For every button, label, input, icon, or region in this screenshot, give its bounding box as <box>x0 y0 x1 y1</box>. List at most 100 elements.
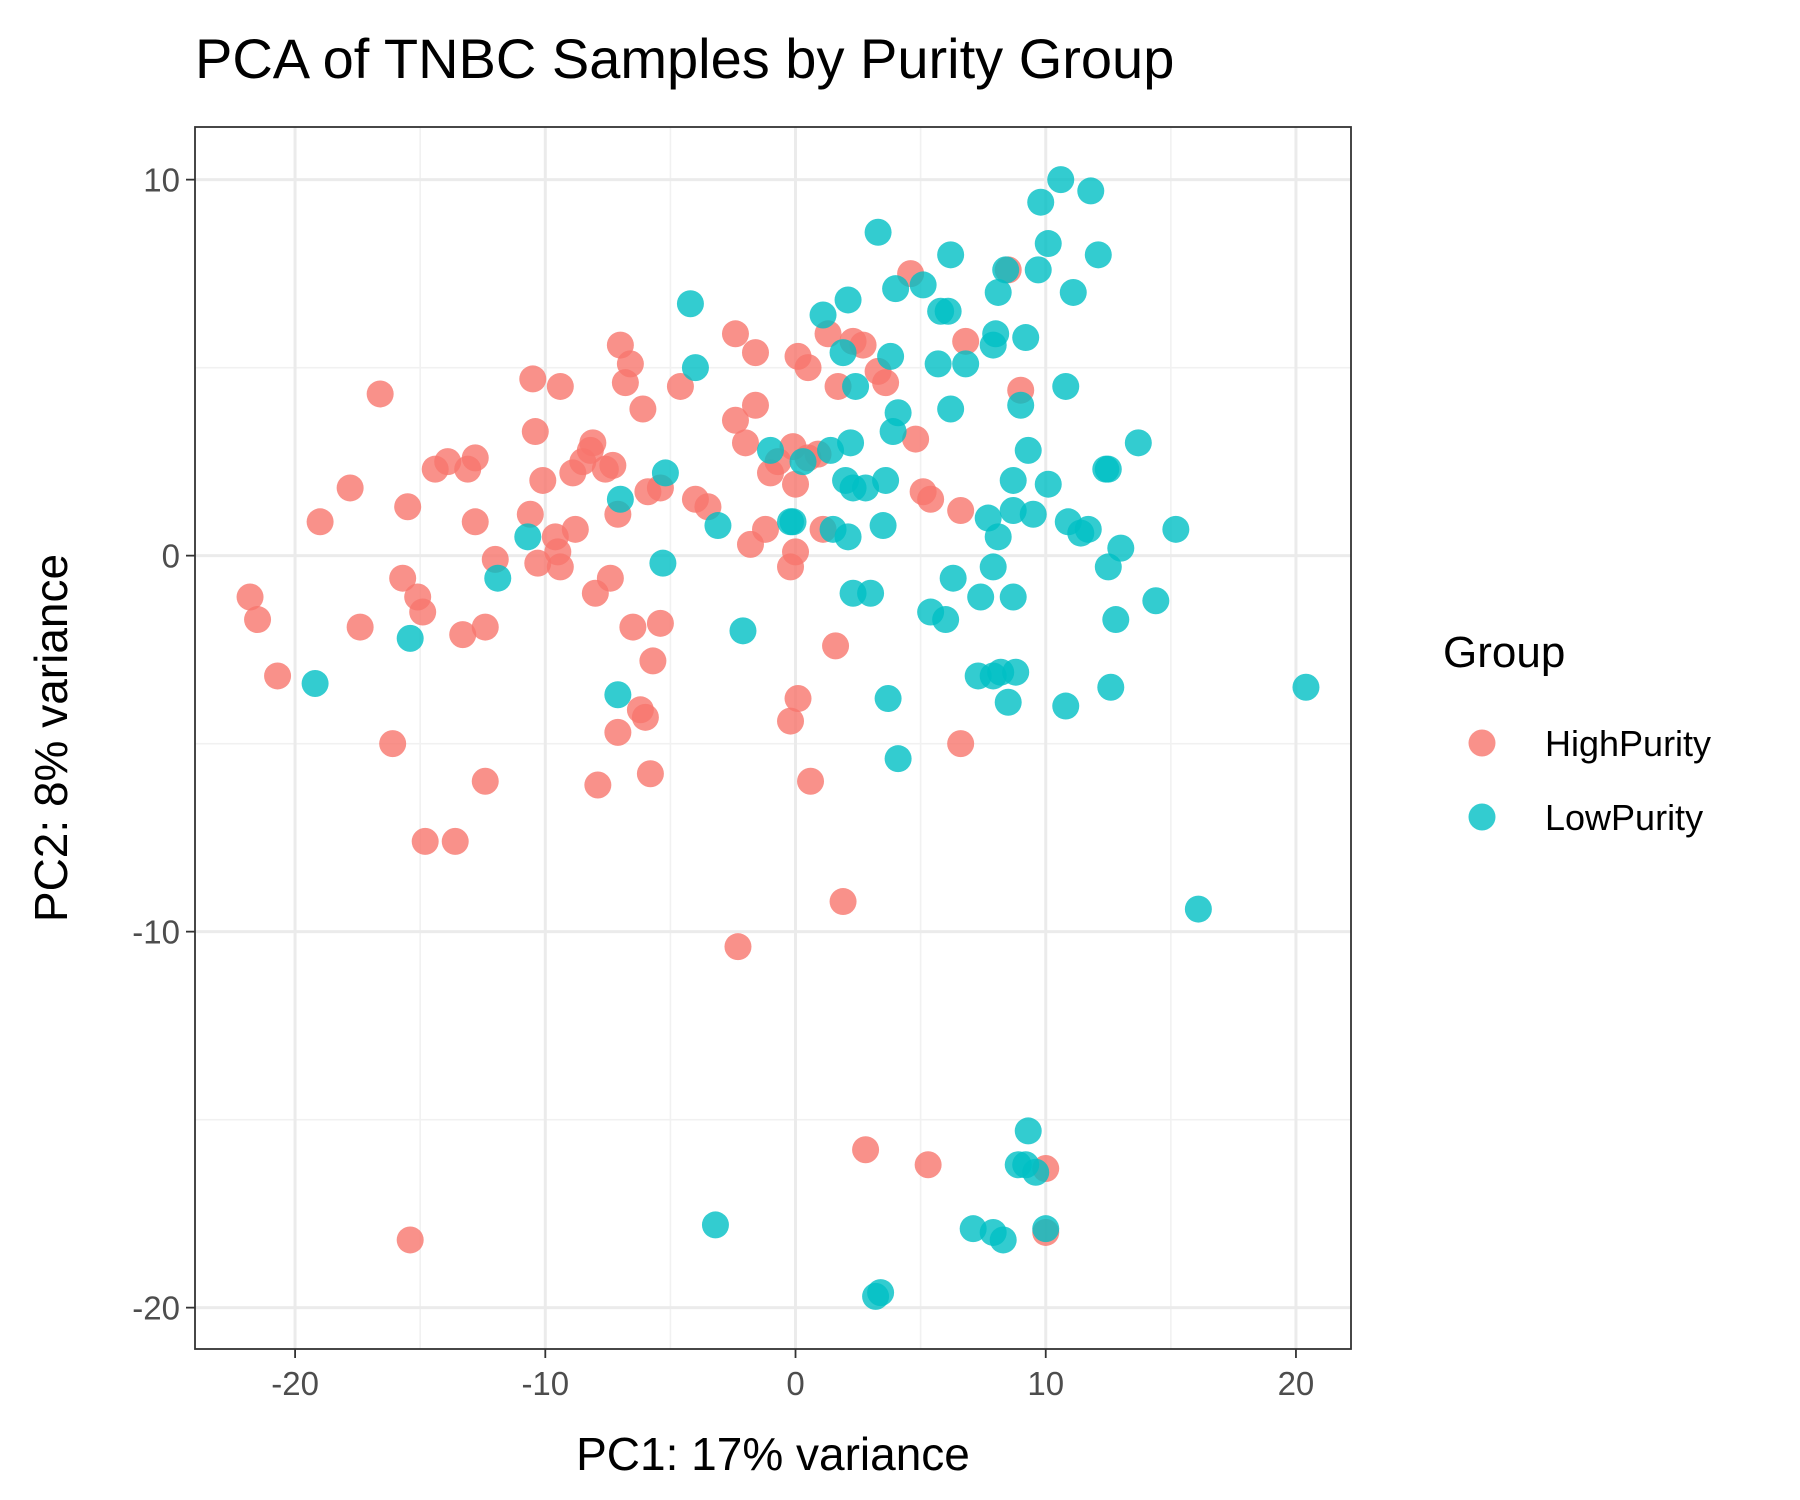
y-tick-label: 10 <box>143 162 180 199</box>
point-highpurity <box>471 767 499 795</box>
point-lowpurity <box>606 485 634 513</box>
legend-label-lowpurity: LowPurity <box>1545 797 1703 838</box>
point-lowpurity <box>1124 429 1152 457</box>
x-tick-label: 0 <box>786 1365 804 1402</box>
point-lowpurity <box>979 553 1007 581</box>
point-highpurity <box>461 444 489 472</box>
point-lowpurity <box>1052 372 1080 400</box>
point-lowpurity <box>789 448 817 476</box>
point-lowpurity <box>1034 470 1062 498</box>
y-axis-title: PC2: 8% variance <box>25 554 77 922</box>
point-lowpurity <box>1084 241 1112 269</box>
point-lowpurity <box>1052 692 1080 720</box>
point-highpurity <box>751 515 779 543</box>
point-lowpurity <box>872 466 900 494</box>
point-lowpurity <box>924 350 952 378</box>
point-highpurity <box>947 497 975 525</box>
point-lowpurity <box>937 395 965 423</box>
point-lowpurity <box>514 523 542 551</box>
point-lowpurity <box>959 1215 987 1243</box>
legend-title: Group <box>1443 628 1565 677</box>
point-highpurity <box>724 933 752 961</box>
point-highpurity <box>631 703 659 731</box>
point-highpurity <box>914 1151 942 1179</box>
point-highpurity <box>616 350 644 378</box>
point-lowpurity <box>1184 895 1212 923</box>
point-highpurity <box>952 327 980 355</box>
point-lowpurity <box>994 688 1022 716</box>
point-lowpurity <box>1014 436 1042 464</box>
point-lowpurity <box>1019 500 1047 528</box>
point-lowpurity <box>1162 515 1190 543</box>
point-highpurity <box>366 380 394 408</box>
point-highpurity <box>579 429 607 457</box>
point-highpurity <box>782 470 810 498</box>
point-highpurity <box>741 391 769 419</box>
x-tick-label: 10 <box>1027 1365 1064 1402</box>
point-lowpurity <box>837 429 865 457</box>
chart-title: PCA of TNBC Samples by Purity Group <box>195 27 1174 90</box>
point-lowpurity <box>1047 166 1075 194</box>
data-points <box>236 166 1320 1310</box>
point-highpurity <box>604 718 632 746</box>
point-lowpurity <box>1077 177 1105 205</box>
point-highpurity <box>519 365 547 393</box>
point-lowpurity <box>992 256 1020 284</box>
point-highpurity <box>947 730 975 758</box>
point-lowpurity <box>701 1211 729 1239</box>
point-highpurity <box>346 613 374 641</box>
point-highpurity <box>396 1226 424 1254</box>
point-highpurity <box>917 485 945 513</box>
point-lowpurity <box>1094 455 1122 483</box>
point-highpurity <box>546 553 574 581</box>
point-lowpurity <box>1074 515 1102 543</box>
point-highpurity <box>872 369 900 397</box>
point-lowpurity <box>756 436 784 464</box>
point-highpurity <box>794 354 822 382</box>
point-highpurity <box>629 395 657 423</box>
point-lowpurity <box>704 512 732 540</box>
point-lowpurity <box>301 669 329 697</box>
point-highpurity <box>721 406 749 434</box>
point-highpurity <box>829 888 857 916</box>
point-lowpurity <box>984 523 1012 551</box>
x-tick-label: 20 <box>1278 1365 1315 1402</box>
point-lowpurity <box>834 523 862 551</box>
plot-panel <box>195 127 1351 1349</box>
point-lowpurity <box>884 745 912 773</box>
point-lowpurity <box>869 512 897 540</box>
point-highpurity <box>561 515 589 543</box>
point-lowpurity <box>967 583 995 611</box>
point-lowpurity <box>984 278 1012 306</box>
y-tick-label: -10 <box>132 914 180 951</box>
point-highpurity <box>394 493 422 521</box>
point-lowpurity <box>1107 534 1135 562</box>
point-lowpurity <box>864 218 892 246</box>
y-tick-label: 0 <box>162 538 180 575</box>
point-highpurity <box>449 621 477 649</box>
point-highpurity <box>584 771 612 799</box>
point-highpurity <box>639 647 667 675</box>
x-axis-ticks: -20 -10 0 10 20 <box>271 1349 1314 1402</box>
point-highpurity <box>596 564 624 592</box>
point-highpurity <box>336 474 364 502</box>
point-lowpurity <box>1012 324 1040 352</box>
point-lowpurity <box>989 1226 1017 1254</box>
point-lowpurity <box>937 241 965 269</box>
point-lowpurity <box>729 617 757 645</box>
legend-label-highpurity: HighPurity <box>1545 723 1711 764</box>
point-lowpurity <box>779 508 807 536</box>
point-lowpurity <box>999 583 1027 611</box>
point-highpurity <box>646 609 674 637</box>
point-lowpurity <box>932 606 960 634</box>
point-highpurity <box>461 508 489 536</box>
point-lowpurity <box>874 685 902 713</box>
major-gridlines <box>195 127 1351 1349</box>
point-lowpurity <box>396 624 424 652</box>
point-highpurity <box>619 613 647 641</box>
point-lowpurity <box>1024 256 1052 284</box>
point-highpurity <box>784 685 812 713</box>
point-highpurity <box>524 549 552 577</box>
point-highpurity <box>306 508 334 536</box>
point-highpurity <box>741 339 769 367</box>
